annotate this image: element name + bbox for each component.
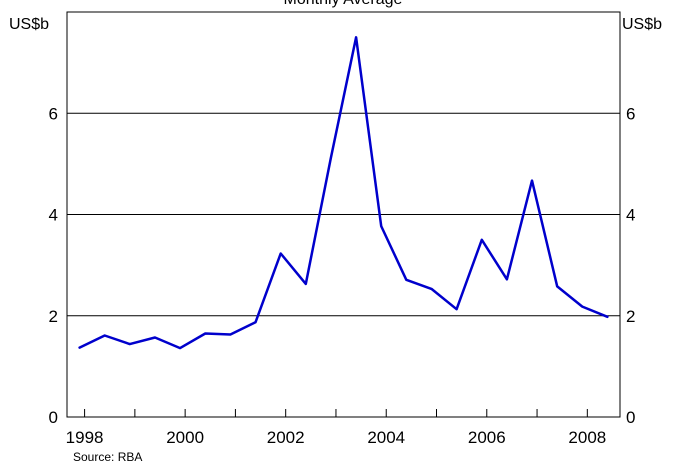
data-point-15 bbox=[455, 308, 457, 310]
series-line-0 bbox=[78, 36, 609, 350]
y-unit-right: US$b bbox=[622, 16, 662, 33]
x-axis: 1998 2000 2002 2004 2006 2008 bbox=[66, 409, 606, 447]
y-axis: 0 0 2 2 4 4 6 6 bbox=[49, 104, 636, 427]
y-tick-label-right-0: 0 bbox=[626, 408, 635, 427]
data-point-1 bbox=[104, 334, 106, 336]
data-point-8 bbox=[279, 252, 281, 254]
x-tick-label-2000: 2000 bbox=[166, 428, 204, 447]
x-tick-label-2004: 2004 bbox=[367, 428, 405, 447]
series-layer bbox=[78, 36, 609, 350]
x-tick-label-2008: 2008 bbox=[568, 428, 606, 447]
x-tick-label-1998: 1998 bbox=[66, 428, 104, 447]
y-tick-label-right-6: 6 bbox=[626, 104, 635, 123]
data-point-10 bbox=[330, 157, 332, 159]
chart-title: Monthly Average bbox=[284, 0, 403, 8]
y-tick-label-left-2: 2 bbox=[49, 307, 58, 326]
data-point-12 bbox=[380, 225, 382, 227]
data-point-14 bbox=[430, 288, 432, 290]
data-point-21 bbox=[606, 316, 608, 318]
y-tick-label-left-4: 4 bbox=[49, 206, 58, 225]
gridlines bbox=[67, 112, 620, 317]
data-point-7 bbox=[254, 321, 256, 323]
data-point-11 bbox=[355, 36, 357, 38]
data-point-16 bbox=[481, 239, 483, 241]
data-point-0 bbox=[78, 346, 80, 348]
data-point-2 bbox=[129, 343, 131, 345]
data-point-18 bbox=[531, 179, 533, 181]
data-point-19 bbox=[556, 285, 558, 287]
data-point-17 bbox=[506, 278, 508, 280]
data-point-6 bbox=[229, 333, 231, 335]
data-point-4 bbox=[179, 347, 181, 349]
y-tick-label-left-6: 6 bbox=[49, 104, 58, 123]
data-point-20 bbox=[581, 305, 583, 307]
y-tick-label-right-4: 4 bbox=[626, 206, 635, 225]
data-point-13 bbox=[405, 279, 407, 281]
y-tick-label-left-0: 0 bbox=[49, 408, 58, 427]
source-note: Source: RBA bbox=[73, 450, 142, 464]
data-point-5 bbox=[204, 332, 206, 334]
plot-frame bbox=[66, 11, 621, 418]
data-point-9 bbox=[305, 283, 307, 285]
y-unit-left: US$b bbox=[9, 16, 49, 33]
data-point-3 bbox=[154, 336, 156, 338]
x-tick-label-2002: 2002 bbox=[267, 428, 305, 447]
x-tick-label-2006: 2006 bbox=[468, 428, 506, 447]
y-tick-label-right-2: 2 bbox=[626, 307, 635, 326]
